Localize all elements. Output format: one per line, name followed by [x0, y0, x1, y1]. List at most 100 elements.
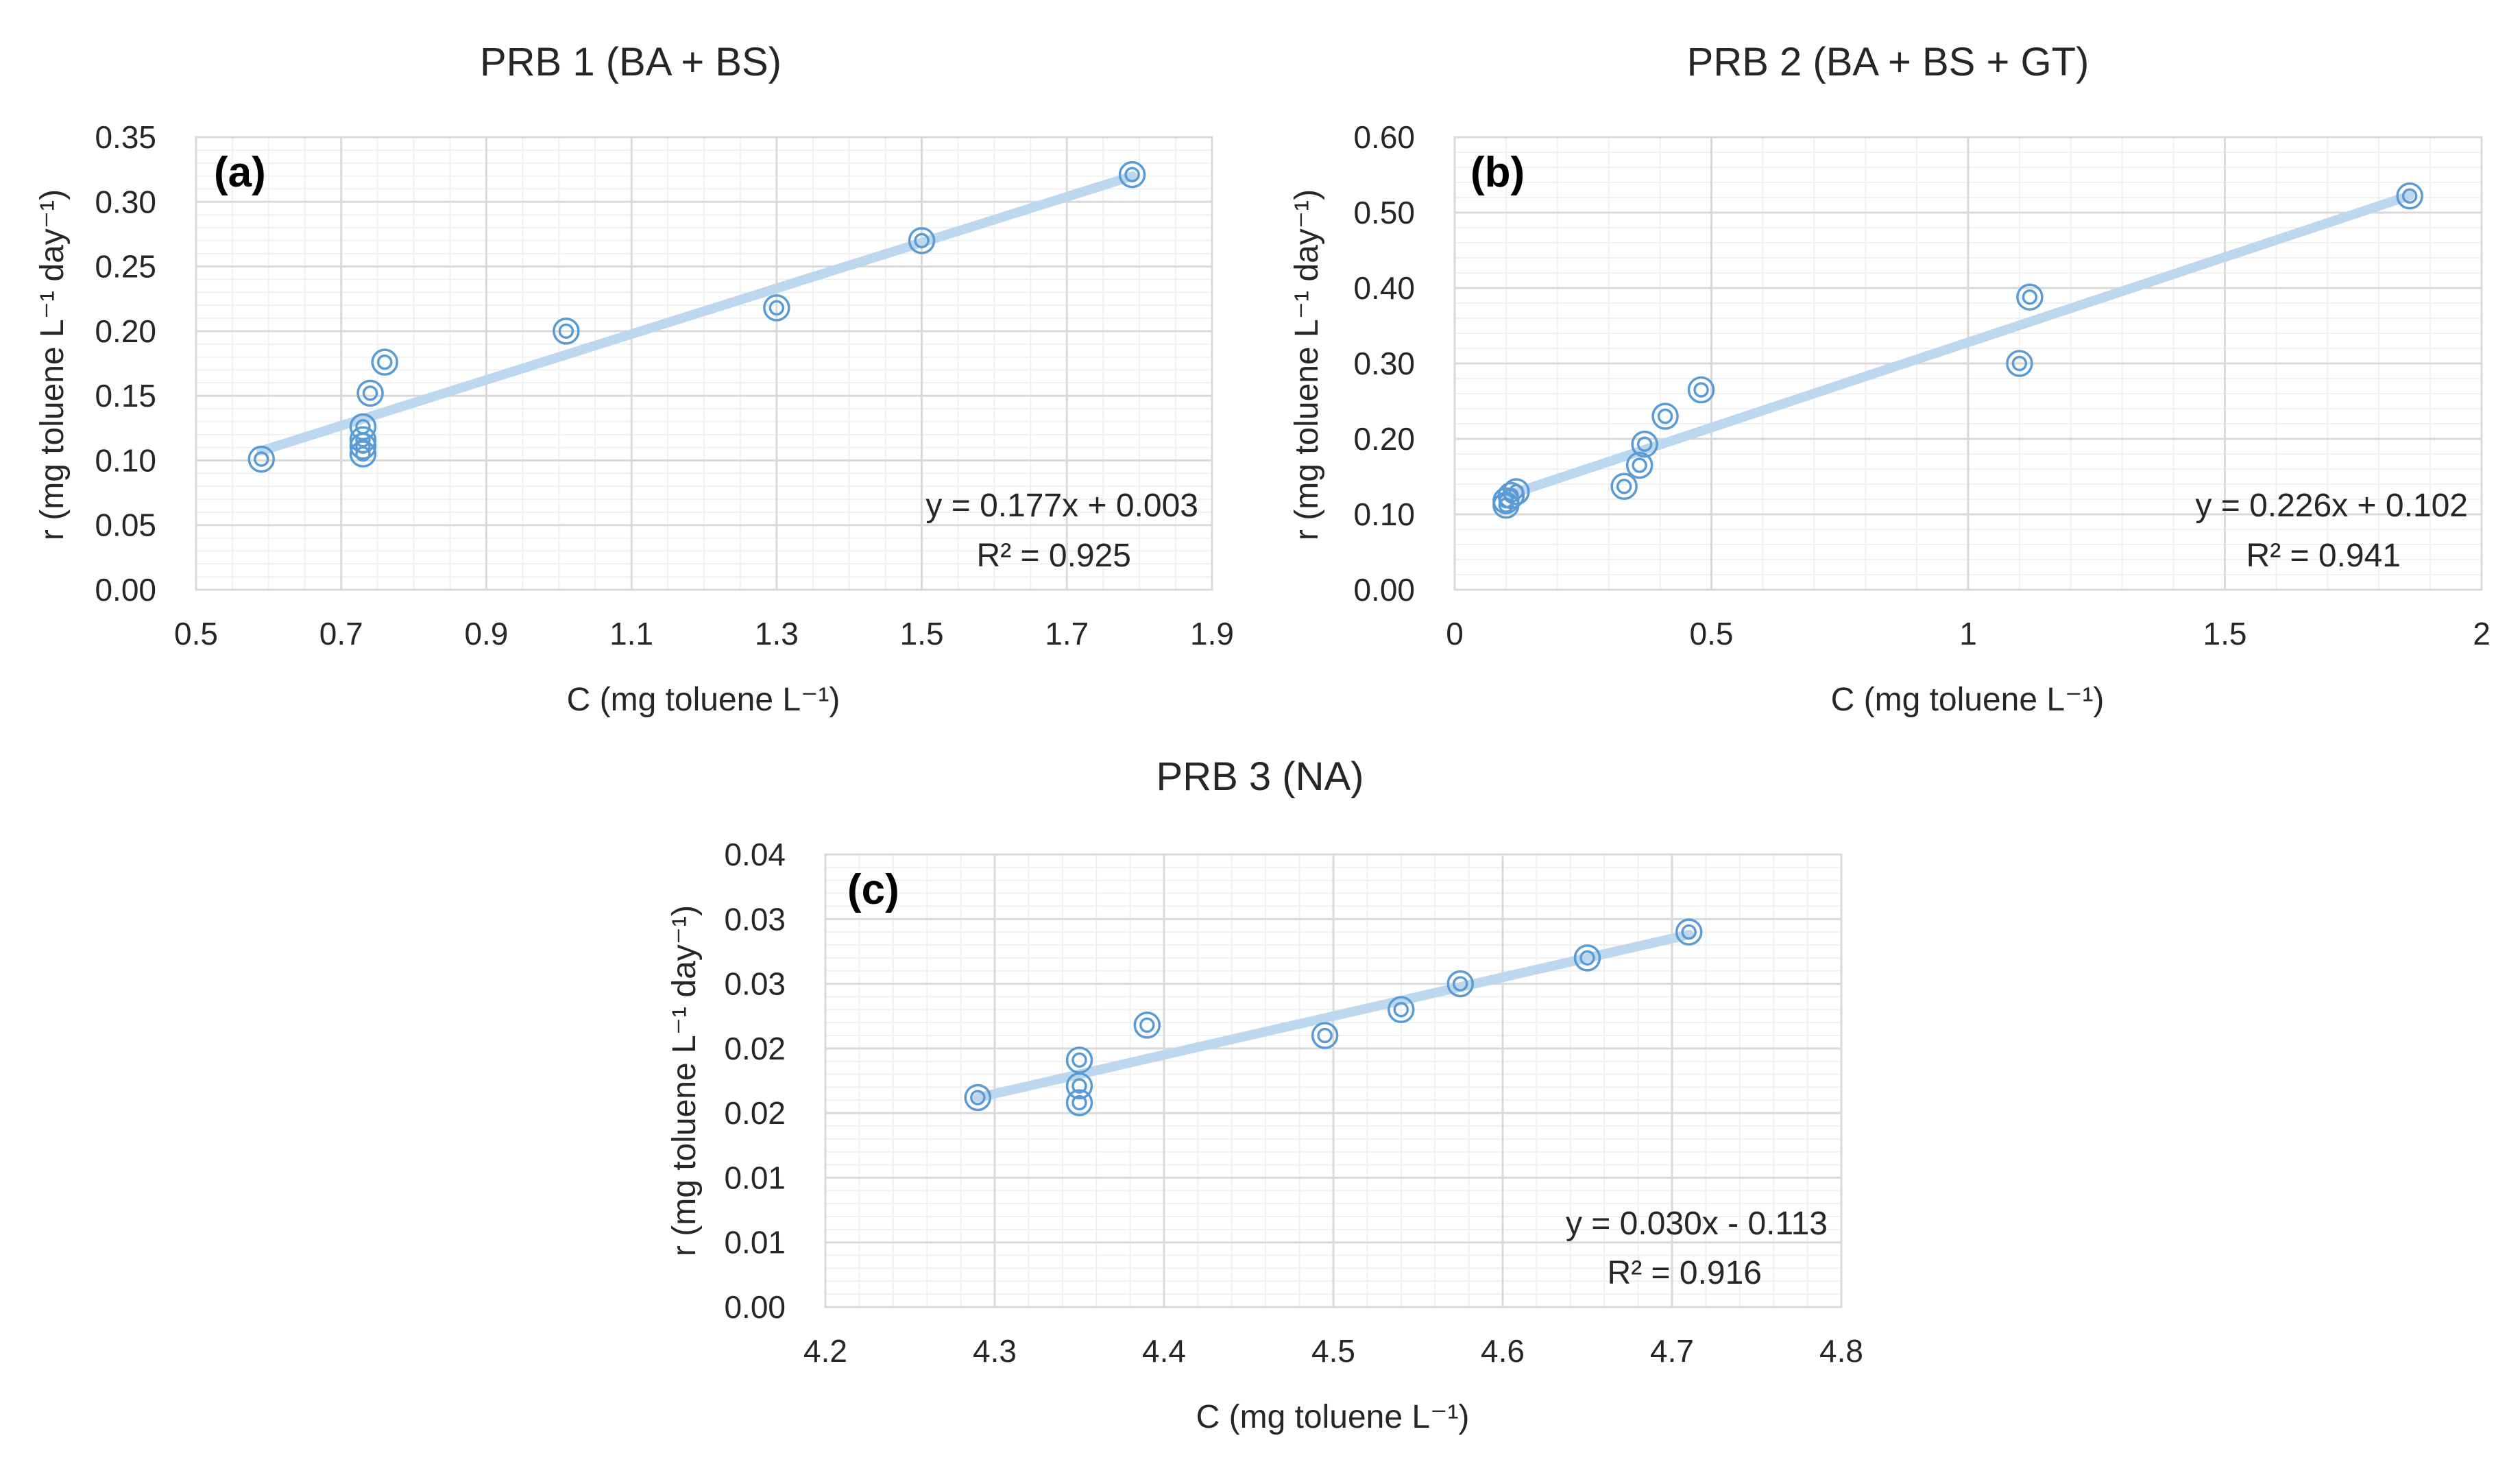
- data-point-inner-ring: [1636, 436, 1653, 452]
- trendline-c: [973, 929, 1694, 1103]
- data-point: [1118, 160, 1146, 189]
- data-point-inner-ring: [355, 419, 371, 435]
- y-tick-label: 0.50: [1353, 195, 1415, 230]
- x-tick-label: 4.3: [973, 1333, 1017, 1369]
- data-point-inner-ring: [1393, 1002, 1409, 1018]
- r-squared-a: R² = 0.925: [977, 538, 1131, 574]
- r-squared-b: R² = 0.941: [2246, 538, 2401, 574]
- trendline-equation-b: y = 0.226x + 0.102: [2195, 488, 2468, 524]
- r-squared-c: R² = 0.916: [1608, 1255, 1762, 1291]
- data-point-outer-ring: [1065, 1089, 1093, 1116]
- chart-title-c: PRB 3 (NA): [1156, 754, 1364, 799]
- data-point-inner-ring: [254, 451, 269, 467]
- data-point: [553, 318, 580, 345]
- grid-a: [195, 136, 1213, 591]
- data-point-inner-ring: [1579, 950, 1595, 966]
- data-point-inner-ring: [1453, 976, 1468, 992]
- y-tick-label: 0.20: [1353, 421, 1415, 457]
- data-point: [1065, 1089, 1093, 1116]
- y-tick-label: 0.00: [724, 1289, 786, 1325]
- data-point-outer-ring: [1065, 1046, 1093, 1074]
- data-point-outer-ring: [1573, 944, 1601, 972]
- x-tick-label: 1.9: [1190, 616, 1234, 651]
- y-tick-label: 0.10: [95, 442, 156, 478]
- data-point-outer-ring: [1446, 970, 1474, 998]
- data-point-outer-ring: [964, 1083, 992, 1112]
- data-point-outer-ring: [1388, 996, 1415, 1024]
- data-point-inner-ring: [1632, 457, 1647, 473]
- data-point-inner-ring: [1124, 167, 1140, 182]
- data-point-outer-ring: [247, 445, 276, 473]
- data-point-outer-ring: [1687, 376, 1715, 404]
- y-axis-label-a: r (mg toluene L⁻¹ day⁻¹): [34, 189, 71, 540]
- data-point-inner-ring: [558, 323, 574, 339]
- y-tick-labels-c: 0.00 0.01 0.01 0.02 0.02 0.03 0.03 0.04: [724, 837, 786, 1325]
- data-point-outer-ring: [1675, 918, 1703, 946]
- data-points-b: [1492, 182, 2423, 519]
- data-points-c: [964, 918, 1703, 1116]
- x-tick-label: 1.3: [755, 616, 799, 651]
- data-point-inner-ring: [1317, 1027, 1333, 1044]
- data-point-outer-ring: [763, 294, 790, 322]
- chart-title-b: PRB 2 (BA + BS + GT): [1687, 40, 2089, 84]
- data-point: [964, 1083, 992, 1112]
- data-point-outer-ring: [1492, 487, 1520, 514]
- trendline-equation-a: y = 0.177x + 0.003: [925, 488, 1198, 524]
- x-axis-label-b: C (mg toluene L⁻¹): [1831, 682, 2105, 718]
- x-tick-label: 1.7: [1045, 616, 1089, 651]
- y-axis-label-c: r (mg toluene L⁻¹ day⁻¹): [666, 905, 703, 1256]
- data-point: [908, 227, 936, 254]
- data-point-inner-ring: [970, 1090, 986, 1105]
- data-point-inner-ring: [1071, 1078, 1087, 1094]
- panel-label-a: (a): [214, 149, 266, 196]
- data-point: [763, 294, 790, 322]
- data-point-inner-ring: [1508, 483, 1525, 500]
- chart-panel-a: PRB 1 (BA + BS) 0.00 0.05 0.10 0.15 0.20 0.25…: [34, 40, 1234, 718]
- x-tick-label: 4.7: [1650, 1333, 1694, 1369]
- data-point-inner-ring: [1616, 479, 1632, 494]
- data-points-a: [247, 160, 1146, 473]
- y-tick-label: 0.15: [95, 378, 156, 414]
- x-tick-label: 0.7: [319, 616, 363, 651]
- trendline-equation-c: y = 0.030x - 0.113: [1566, 1206, 1828, 1242]
- data-point-inner-ring: [1693, 382, 1709, 398]
- x-tick-label: 0.5: [174, 616, 218, 651]
- data-point: [1675, 918, 1703, 946]
- data-point-outer-ring: [2016, 283, 2044, 311]
- panel-label-b: (b): [1470, 149, 1525, 196]
- x-axis-label-c: C (mg toluene L⁻¹): [1196, 1399, 1470, 1435]
- data-point-inner-ring: [1657, 408, 1673, 424]
- y-tick-label: 0.30: [1353, 346, 1415, 381]
- y-tick-label: 0.01: [724, 1225, 786, 1260]
- chart-title-a: PRB 1 (BA + BS): [480, 40, 782, 84]
- data-point: [247, 445, 276, 473]
- x-tick-label: 4.5: [1311, 1333, 1355, 1369]
- data-point-outer-ring: [371, 348, 398, 376]
- data-point: [1503, 478, 1530, 505]
- data-point-outer-ring: [1497, 481, 1525, 510]
- y-tick-label: 0.00: [95, 572, 156, 608]
- data-point-outer-ring: [349, 440, 377, 468]
- data-point: [2006, 350, 2033, 377]
- data-point: [349, 413, 377, 441]
- y-tick-label: 0.03: [724, 966, 786, 1002]
- trendline-a: [256, 171, 1137, 456]
- x-tick-label: 2: [2473, 616, 2491, 651]
- data-point-outer-ring: [2006, 350, 2033, 377]
- data-point-inner-ring: [376, 354, 393, 370]
- y-axis-label-b: r (mg toluene L⁻¹ day⁻¹): [1289, 189, 1325, 540]
- panel-label-c: (c): [847, 866, 899, 913]
- y-tick-label: 0.01: [724, 1160, 786, 1195]
- y-tick-label: 0.00: [1353, 572, 1415, 608]
- plot-area-c: [824, 853, 1843, 1308]
- y-tick-label: 0.02: [724, 1095, 786, 1131]
- data-point: [371, 348, 398, 376]
- data-point-inner-ring: [1681, 924, 1697, 940]
- chart-panel-b: PRB 2 (BA + BS + GT) 0.00 0.10 0.20 0.30 0.4…: [1289, 40, 2491, 718]
- data-point-inner-ring: [2022, 289, 2038, 305]
- data-point: [2396, 182, 2423, 210]
- y-tick-label: 0.03: [724, 901, 786, 937]
- data-point: [1625, 451, 1653, 479]
- x-tick-label: 0: [1446, 616, 1464, 651]
